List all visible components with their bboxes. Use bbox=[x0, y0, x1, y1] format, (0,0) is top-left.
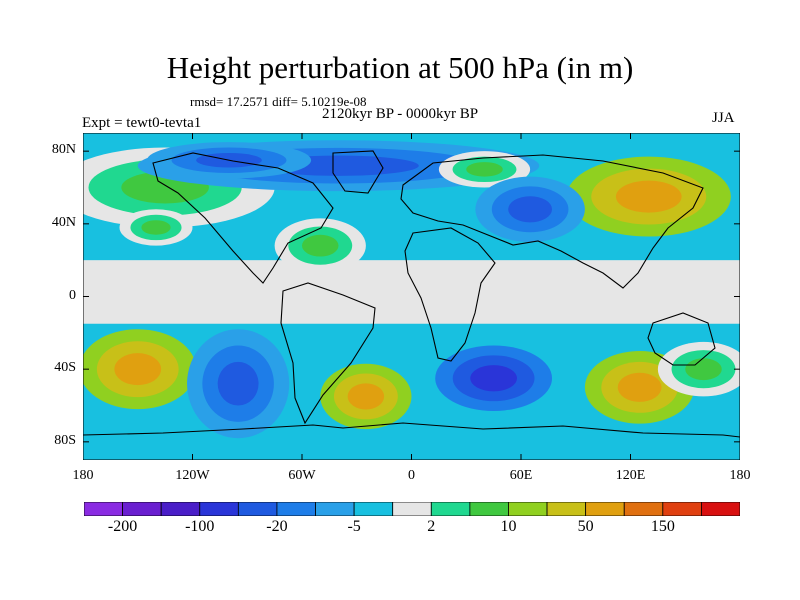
colorbar-swatch bbox=[585, 502, 625, 516]
colorbar-swatch bbox=[315, 502, 355, 516]
colorbar-swatch bbox=[430, 502, 471, 516]
lon-tick-label: 0 bbox=[408, 468, 415, 483]
colorbar-swatch bbox=[84, 502, 123, 516]
lon-tick-label: 180 bbox=[72, 468, 94, 483]
atlantic-high-region bbox=[302, 234, 339, 257]
lon-tick-label: 120E bbox=[615, 468, 646, 483]
colorbar-swatch bbox=[701, 502, 740, 516]
lat-tick-label: 0 bbox=[69, 287, 76, 303]
lat-tick-label: 40N bbox=[51, 214, 76, 230]
australia-high-region bbox=[617, 372, 662, 402]
colorbar-label: -100 bbox=[185, 518, 215, 535]
contour-fill bbox=[83, 133, 740, 460]
colorbar-label: 150 bbox=[650, 518, 675, 535]
colorbar-swatch bbox=[276, 502, 316, 516]
north-america-coast bbox=[152, 152, 334, 284]
europe-asia-coast bbox=[400, 154, 704, 289]
lon-tick-label: 180 bbox=[729, 468, 751, 483]
colorbar-swatch bbox=[623, 502, 664, 516]
colorbar-swatch bbox=[469, 502, 509, 516]
asia-low-region bbox=[508, 196, 553, 223]
colorbar-swatch bbox=[237, 502, 278, 516]
colorbar-swatch bbox=[508, 502, 548, 516]
page-title: Height perturbation at 500 hPa (in m) bbox=[166, 50, 634, 85]
south-pacific-high-region bbox=[114, 353, 162, 386]
season-label: JJA bbox=[712, 110, 735, 126]
stats-label: rmsd= 17.2571 diff= 5.10219e-08 bbox=[190, 94, 367, 109]
colorbar bbox=[84, 502, 740, 516]
colorbar-swatch bbox=[392, 502, 432, 516]
colorbar-label: 50 bbox=[577, 518, 594, 535]
antarctica-coast bbox=[83, 422, 740, 438]
south-america-coast bbox=[280, 282, 376, 425]
equatorial-band bbox=[83, 260, 740, 324]
colorbar-swatch bbox=[353, 502, 394, 516]
axis-ticks bbox=[83, 133, 740, 460]
lon-tick-label: 120W bbox=[175, 468, 210, 483]
colorbar-swatch bbox=[160, 502, 201, 516]
colorbar-swatch bbox=[199, 502, 239, 516]
australia-coast bbox=[647, 312, 716, 366]
greenland-coast bbox=[332, 150, 384, 194]
south-high-east-region bbox=[685, 358, 722, 381]
lat-tick-label: 80N bbox=[51, 142, 76, 158]
colorbar-label: 2 bbox=[427, 518, 436, 535]
colorbar-swatch bbox=[122, 502, 162, 516]
map-plot bbox=[83, 133, 740, 460]
africa-coast bbox=[404, 227, 496, 362]
colorbar-label: -200 bbox=[107, 518, 138, 535]
south-atlantic-high-region bbox=[347, 383, 385, 410]
indian-ocean-low-region bbox=[470, 365, 517, 392]
experiment-label: Expt = tewt0-tevta1 bbox=[82, 115, 202, 131]
pacific-high-region bbox=[141, 220, 171, 235]
subtitle: 2120kyr BP - 0000kyr BP bbox=[322, 106, 479, 122]
europe-high-region bbox=[466, 162, 503, 177]
coastlines bbox=[83, 150, 740, 438]
lon-tick-label: 60E bbox=[509, 468, 533, 483]
south-america-low-region bbox=[217, 361, 259, 406]
lat-tick-label: 80S bbox=[54, 432, 76, 448]
colorbar-swatch bbox=[662, 502, 702, 516]
lat-tick-label: 40S bbox=[54, 360, 76, 376]
colorbar-swatch bbox=[546, 502, 587, 516]
colorbar-label: -5 bbox=[347, 518, 361, 535]
siberia-high-region bbox=[615, 180, 682, 213]
lon-tick-label: 60W bbox=[288, 468, 316, 483]
colorbar-label: -20 bbox=[266, 518, 288, 535]
colorbar-label: 10 bbox=[500, 518, 517, 535]
